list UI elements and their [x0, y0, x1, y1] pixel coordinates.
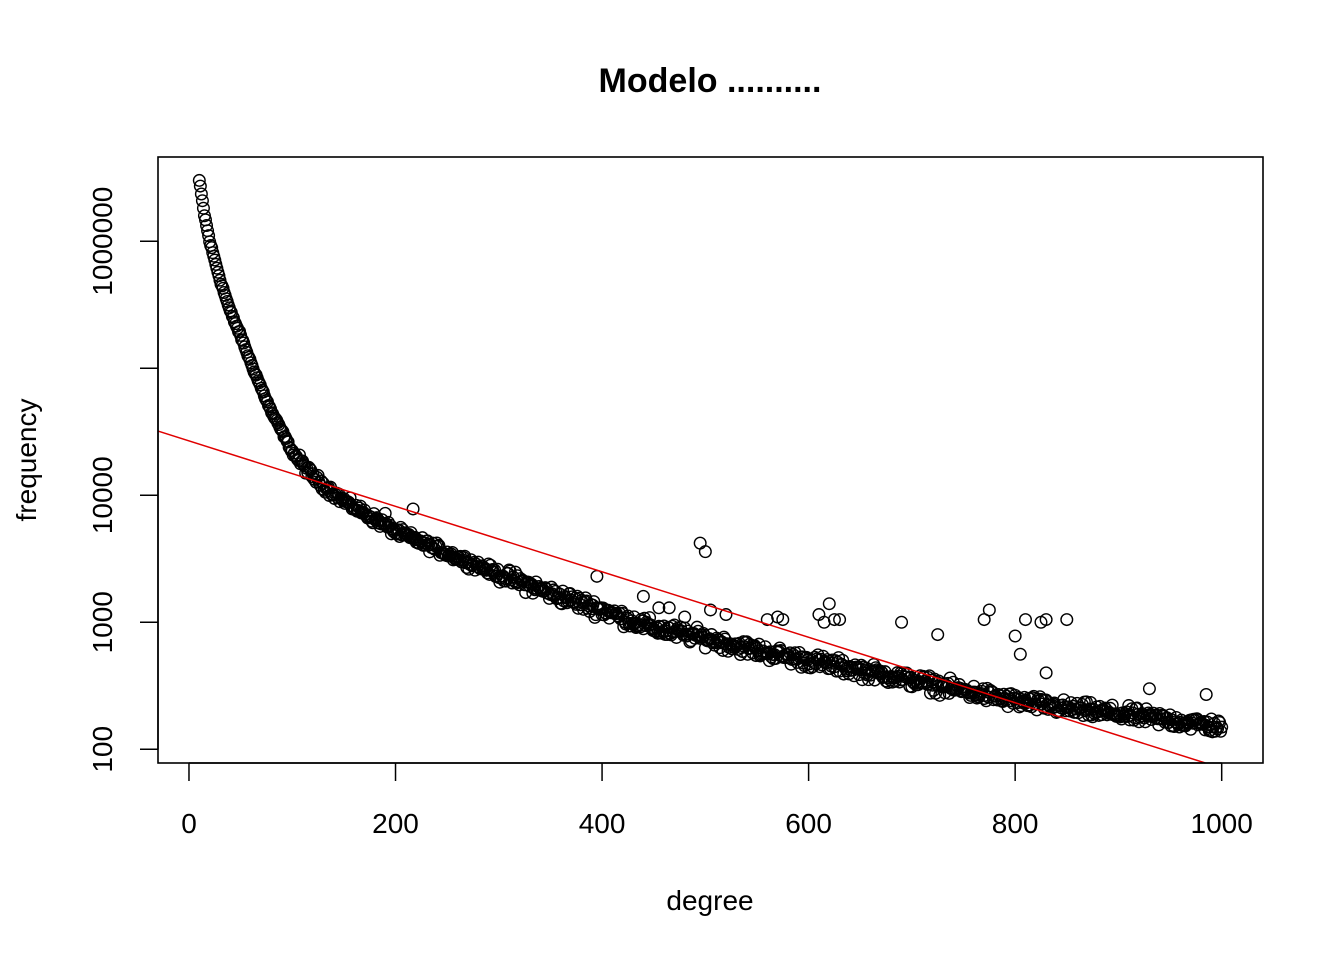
scatter-points [192, 173, 1229, 739]
x-tick-label: 600 [785, 808, 832, 839]
data-point [193, 179, 207, 193]
x-tick-label: 800 [992, 808, 1039, 839]
data-point-outlier [678, 610, 692, 624]
x-tick-label: 1000 [1191, 808, 1253, 839]
data-point-outlier [693, 536, 707, 550]
x-tick-label: 200 [372, 808, 419, 839]
y-tick-label: 10000 [87, 456, 118, 534]
data-point-outlier [833, 613, 847, 627]
x-tick-label: 400 [579, 808, 626, 839]
y-tick-label: 100 [87, 726, 118, 773]
y-tick-label: 1000000 [87, 187, 118, 296]
data-point-outlier [698, 545, 712, 559]
data-point-outlier [636, 589, 650, 603]
data-point-outlier [822, 597, 836, 611]
data-point [200, 219, 214, 233]
data-point [935, 679, 949, 693]
fit-line [157, 430, 1206, 764]
data-point-outlier [378, 506, 392, 520]
data-point-outlier [982, 603, 996, 617]
data-point [223, 304, 237, 318]
x-axis: 0 200 400 600 800 1000 [181, 762, 1253, 839]
data-point-outlier [662, 601, 676, 615]
data-point-outlier [1060, 613, 1074, 627]
data-point-outlier [1039, 613, 1053, 627]
data-point-outlier [652, 601, 666, 615]
data-point [192, 173, 206, 187]
data-point [393, 530, 407, 544]
data-point-outlier [1008, 629, 1022, 643]
chart-title: Modelo .......... [599, 62, 822, 100]
data-point [205, 241, 219, 255]
data-point [544, 580, 558, 594]
data-point-outlier [704, 603, 718, 617]
data-point-outlier [1039, 666, 1053, 680]
y-axis: 100 1000 10000 1000000 [87, 187, 159, 773]
data-point-outlier [895, 615, 909, 629]
data-point-outlier [931, 628, 945, 642]
data-point [281, 435, 295, 449]
plot-frame [157, 156, 1264, 764]
x-tick-label: 0 [181, 808, 197, 839]
data-point-outlier [1142, 682, 1156, 696]
data-point [1122, 699, 1136, 713]
data-point-outlier [776, 613, 790, 627]
data-point [1212, 714, 1226, 728]
data-point [1215, 720, 1229, 734]
data-point [258, 392, 272, 406]
data-point-outlier [1018, 613, 1032, 627]
data-point-outlier [719, 608, 733, 622]
data-point-outlier [590, 569, 604, 583]
data-point-outlier [1013, 647, 1027, 661]
y-axis-label: frequency [11, 399, 42, 522]
data-point [275, 424, 289, 438]
data-point-outlier [1199, 688, 1213, 702]
x-axis-label: degree [666, 885, 753, 916]
y-tick-label: 1000 [87, 591, 118, 653]
data-point [832, 651, 846, 665]
data-point [1093, 699, 1107, 713]
data-point [195, 194, 209, 208]
data-point-outlier [827, 613, 841, 627]
data-point [302, 460, 316, 474]
data-point [194, 187, 208, 201]
data-point [1079, 695, 1093, 709]
data-point-outlier [406, 502, 420, 516]
data-point [202, 229, 216, 243]
data-point [923, 686, 937, 700]
